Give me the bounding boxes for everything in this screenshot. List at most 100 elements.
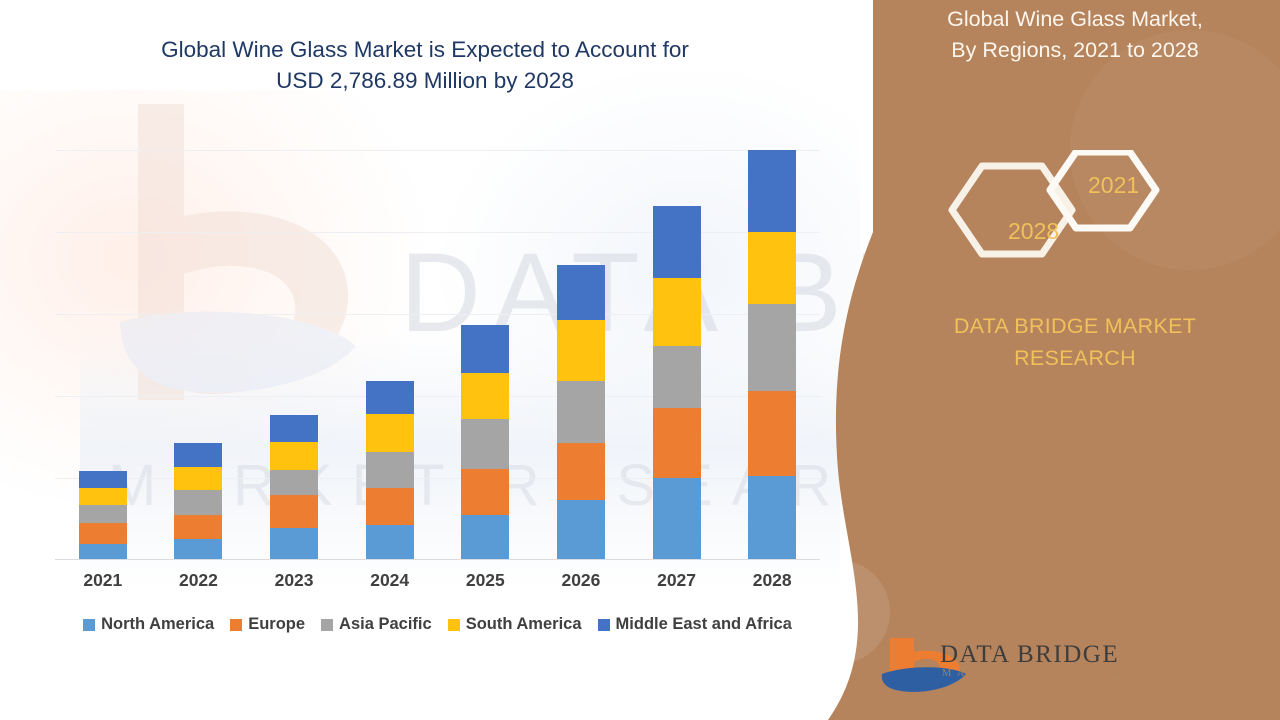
bar-segment[interactable]	[270, 415, 319, 442]
legend-label: North America	[101, 615, 215, 633]
hexagon-2028-shape	[948, 162, 1076, 258]
bar-segment[interactable]	[461, 372, 510, 419]
legend-item-middle-east-and-africa[interactable]: Middle East and Africa	[597, 615, 792, 634]
bar-segment[interactable]	[78, 543, 127, 559]
panel-content: Global Wine Glass Market, By Regions, 20…	[900, 0, 1280, 720]
bar-slot-2021	[55, 150, 151, 559]
panel-title-line2: By Regions, 2021 to 2028	[951, 38, 1199, 62]
bar-segment[interactable]	[652, 346, 701, 408]
logo-tagline: MARKET RESEARCH	[942, 668, 1127, 679]
x-tick-2021: 2021	[83, 570, 123, 590]
bar-segment[interactable]	[748, 391, 797, 476]
gridline	[55, 150, 820, 151]
bar-slot-2028	[724, 150, 820, 559]
bar-segment[interactable]	[270, 528, 319, 559]
legend-label: South America	[465, 615, 582, 633]
hexagon-2021-label: 2021	[1088, 172, 1140, 198]
bar-segment[interactable]	[174, 515, 223, 540]
bar-segment[interactable]	[174, 466, 223, 490]
stacked-bar-2028[interactable]	[748, 150, 797, 559]
legend-swatch-icon	[597, 618, 610, 631]
stacked-bar-2024[interactable]	[365, 381, 414, 559]
gridline	[55, 478, 820, 479]
bar-segment[interactable]	[461, 418, 510, 470]
legend-item-south-america[interactable]: South America	[447, 615, 582, 634]
x-tick-2028: 2028	[752, 570, 792, 590]
bar-segment[interactable]	[78, 505, 127, 523]
bar-segment[interactable]	[461, 515, 510, 559]
x-axis-line	[55, 559, 820, 560]
bar-segment[interactable]	[270, 495, 319, 529]
gridline	[55, 232, 820, 233]
data-bridge-logo-icon	[881, 638, 966, 692]
bar-segment[interactable]	[365, 487, 414, 526]
legend-item-europe[interactable]: Europe	[230, 615, 305, 634]
bar-group	[55, 150, 820, 559]
stacked-bar-2026[interactable]	[556, 265, 605, 559]
bar-segment[interactable]	[78, 522, 127, 544]
bar-segment[interactable]	[270, 441, 319, 471]
bar-segment[interactable]	[365, 381, 414, 415]
bar-segment[interactable]	[748, 303, 797, 392]
bar-segment[interactable]	[556, 320, 605, 382]
x-tick-2023: 2023	[274, 570, 314, 590]
legend-item-asia-pacific[interactable]: Asia Pacific	[321, 615, 432, 634]
bar-slot-2023	[246, 150, 342, 559]
bar-segment[interactable]	[652, 407, 701, 478]
panel-title: Global Wine Glass Market, By Regions, 20…	[900, 4, 1250, 66]
bar-slot-2025	[438, 150, 534, 559]
bar-segment[interactable]	[748, 475, 797, 559]
chart-title-line2: USD 2,786.89 Million by 2028	[276, 68, 574, 93]
bar-segment[interactable]	[461, 469, 510, 516]
bar-segment[interactable]	[270, 470, 319, 496]
bar-segment[interactable]	[748, 150, 797, 233]
bar-segment[interactable]	[174, 442, 223, 467]
bar-slot-2026	[533, 150, 629, 559]
stacked-bar-2022[interactable]	[174, 442, 223, 559]
stacked-bar-2023[interactable]	[270, 415, 319, 559]
gridline	[55, 314, 820, 315]
legend-swatch-icon	[321, 618, 334, 631]
bar-segment[interactable]	[461, 325, 510, 373]
stacked-bar-2027[interactable]	[652, 205, 701, 559]
bar-slot-2024	[342, 150, 438, 559]
x-tick-2022: 2022	[178, 570, 218, 590]
legend-swatch-icon	[230, 618, 243, 631]
legend-item-north-america[interactable]: North America	[83, 615, 214, 634]
hexagon-2021-shape	[1046, 150, 1160, 232]
bar-segment[interactable]	[365, 414, 414, 452]
bar-segment[interactable]	[652, 477, 701, 559]
bar-segment[interactable]	[652, 205, 701, 279]
bar-segment[interactable]	[174, 489, 223, 516]
chart-title-line1: Global Wine Glass Market is Expected to …	[161, 37, 689, 62]
hexagon-2028-label: 2028	[1008, 218, 1060, 244]
legend-swatch-icon	[447, 618, 460, 631]
bar-segment[interactable]	[78, 487, 127, 506]
bar-segment[interactable]	[78, 471, 127, 488]
bar-segment[interactable]	[556, 442, 605, 500]
legend-label: Europe	[248, 615, 306, 633]
x-tick-2024: 2024	[370, 570, 410, 590]
panel-brand-line2: RESEARCH	[1014, 346, 1136, 370]
gridline	[55, 396, 820, 397]
legend-label: Middle East and Africa	[615, 615, 792, 633]
panel-brand-line1: DATA BRIDGE MARKET	[953, 314, 1197, 338]
logo-wordmark: DATA BRIDGE	[940, 641, 1120, 668]
panel-title-line1: Global Wine Glass Market,	[947, 7, 1203, 31]
bar-segment[interactable]	[174, 539, 223, 559]
bar-segment[interactable]	[748, 232, 797, 304]
chart-plot-area	[55, 150, 820, 560]
bar-segment[interactable]	[556, 499, 605, 559]
bar-segment[interactable]	[652, 278, 701, 347]
bar-segment[interactable]	[556, 265, 605, 320]
chart-title: Global Wine Glass Market is Expected to …	[60, 34, 790, 96]
bar-slot-2022	[151, 150, 247, 559]
bar-segment[interactable]	[365, 451, 414, 488]
stacked-bar-2025[interactable]	[461, 325, 510, 559]
x-axis-tick-labels: 2021 2022 2023 2024 2025 2026 2027 2028	[55, 570, 820, 591]
stacked-bar-2021[interactable]	[78, 471, 127, 559]
bar-segment[interactable]	[556, 381, 605, 443]
bar-segment[interactable]	[365, 525, 414, 559]
x-tick-2027: 2027	[657, 570, 697, 590]
